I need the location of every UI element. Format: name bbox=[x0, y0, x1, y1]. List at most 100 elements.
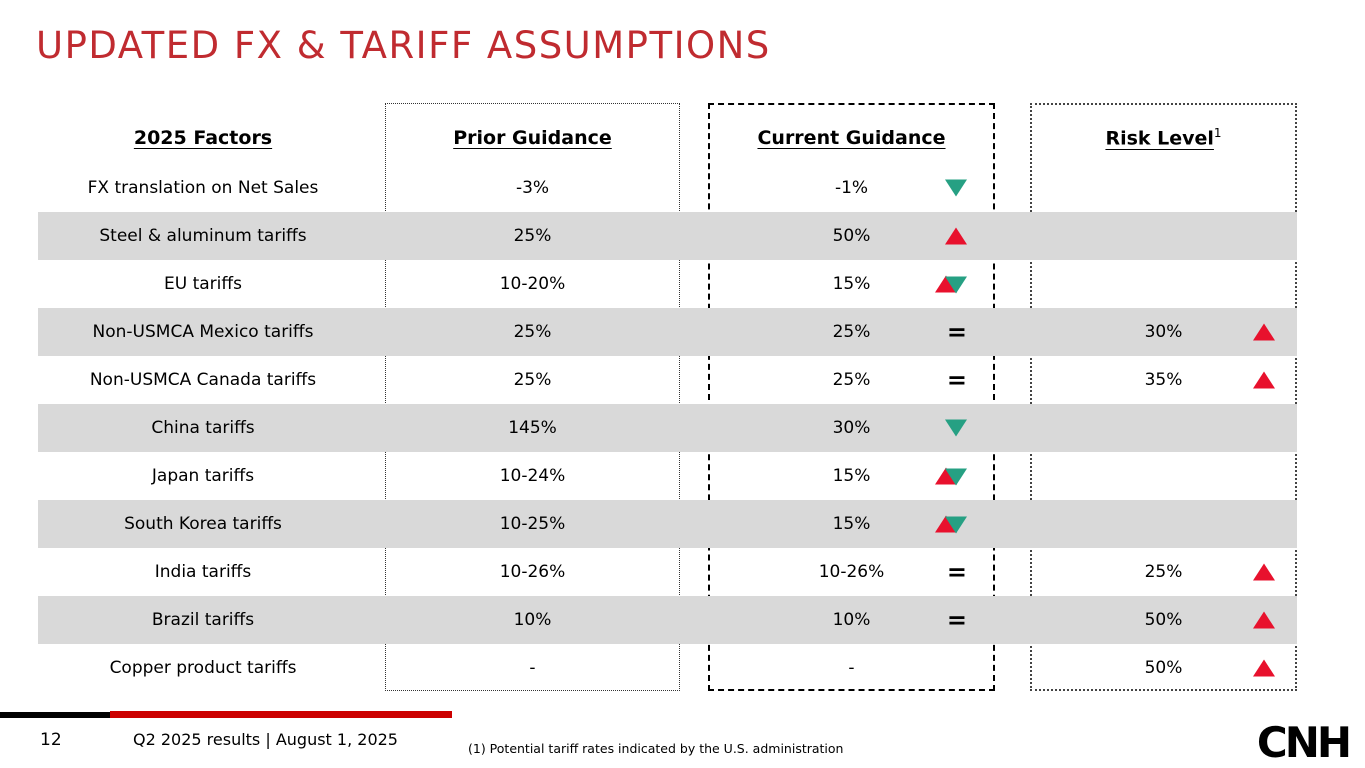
change-indicator: = bbox=[947, 560, 967, 584]
current-value: -1% bbox=[834, 178, 869, 198]
current-cell: 25% = bbox=[708, 356, 995, 404]
table-row: Non-USMCA Mexico tariffs 25% 25% = 30% bbox=[38, 308, 1297, 356]
risk-cell: 50% bbox=[1030, 596, 1297, 644]
factor-cell: India tariffs bbox=[154, 562, 252, 582]
change-indicator bbox=[935, 515, 967, 534]
current-value: 15% bbox=[832, 466, 871, 486]
page-title: UPDATED FX & TARIFF ASSUMPTIONS bbox=[36, 24, 771, 67]
table-row: Brazil tariffs 10% 10% = 50% bbox=[38, 596, 1297, 644]
factor-cell: Non-USMCA Mexico tariffs bbox=[92, 322, 314, 342]
up-arrow-icon bbox=[1253, 323, 1275, 341]
risk-indicator bbox=[1253, 371, 1275, 389]
factor-cell: FX translation on Net Sales bbox=[87, 178, 319, 198]
up-arrow-icon bbox=[945, 227, 967, 245]
risk-value: 30% bbox=[1144, 322, 1183, 342]
current-value: 15% bbox=[832, 274, 871, 294]
equal-sign: = bbox=[946, 558, 967, 586]
prior-cell: 10% bbox=[513, 610, 552, 630]
table-row: Copper product tariffs - - 50% bbox=[38, 644, 1297, 692]
factor-cell: Steel & aluminum tariffs bbox=[99, 226, 307, 246]
prior-cell: 25% bbox=[513, 226, 552, 246]
current-value: 25% bbox=[832, 322, 871, 342]
risk-cell bbox=[1030, 404, 1297, 452]
current-value: 30% bbox=[832, 418, 871, 438]
up-arrow-icon bbox=[1253, 563, 1275, 581]
risk-value: 35% bbox=[1144, 370, 1183, 390]
factor-cell: Brazil tariffs bbox=[151, 610, 255, 630]
risk-indicator bbox=[1253, 563, 1275, 581]
prior-cell: 10-20% bbox=[499, 274, 566, 294]
risk-cell: 30% bbox=[1030, 308, 1297, 356]
header-prior-guidance: Prior Guidance bbox=[385, 127, 680, 149]
risk-cell: 50% bbox=[1030, 644, 1297, 692]
current-cell: 15% bbox=[708, 452, 995, 500]
header-risk-label: Risk Level bbox=[1105, 127, 1214, 150]
risk-cell bbox=[1030, 212, 1297, 260]
header-current-guidance: Current Guidance bbox=[708, 127, 995, 149]
current-cell: 25% = bbox=[708, 308, 995, 356]
change-indicator: = bbox=[947, 608, 967, 632]
risk-cell bbox=[1030, 260, 1297, 308]
risk-cell bbox=[1030, 500, 1297, 548]
risk-indicator bbox=[1253, 323, 1275, 341]
risk-value: 25% bbox=[1144, 562, 1183, 582]
current-cell: 15% bbox=[708, 500, 995, 548]
risk-indicator bbox=[1253, 611, 1275, 629]
table-row: Japan tariffs 10-24% 15% bbox=[38, 452, 1297, 500]
current-cell: 15% bbox=[708, 260, 995, 308]
risk-cell bbox=[1030, 164, 1297, 212]
risk-cell bbox=[1030, 452, 1297, 500]
table-rows: FX translation on Net Sales -3% -1% Stee… bbox=[38, 164, 1297, 692]
table-row: EU tariffs 10-20% 15% bbox=[38, 260, 1297, 308]
factor-cell: EU tariffs bbox=[164, 274, 242, 294]
current-cell: 50% bbox=[708, 212, 995, 260]
down-arrow-icon bbox=[945, 468, 967, 486]
header-current-label: Current Guidance bbox=[757, 127, 946, 149]
risk-value: 50% bbox=[1144, 658, 1183, 678]
up-arrow-icon bbox=[1253, 611, 1275, 629]
down-arrow-icon bbox=[945, 179, 967, 197]
risk-indicator bbox=[1253, 659, 1275, 677]
current-cell: -1% bbox=[708, 164, 995, 212]
header-prior-label: Prior Guidance bbox=[453, 127, 612, 149]
current-cell: 10-26% = bbox=[708, 548, 995, 596]
page-number: 12 bbox=[40, 730, 62, 750]
change-indicator bbox=[945, 227, 967, 245]
change-indicator: = bbox=[947, 368, 967, 392]
header-factors: 2025 Factors bbox=[38, 127, 368, 149]
prior-cell: 10-25% bbox=[499, 514, 566, 534]
footnote: (1) Potential tariff rates indicated by … bbox=[468, 741, 844, 756]
current-value: - bbox=[848, 658, 855, 678]
current-value: 10-26% bbox=[818, 562, 885, 582]
current-cell: - bbox=[708, 644, 995, 692]
table-row: China tariffs 145% 30% bbox=[38, 404, 1297, 452]
equal-sign: = bbox=[946, 318, 967, 346]
factor-cell: China tariffs bbox=[151, 418, 255, 438]
prior-cell: 25% bbox=[513, 322, 552, 342]
factor-cell: Non-USMCA Canada tariffs bbox=[89, 370, 317, 390]
down-arrow-icon bbox=[945, 276, 967, 294]
cnh-logo: CNH bbox=[1256, 718, 1352, 767]
table-row: Non-USMCA Canada tariffs 25% 25% = 35% bbox=[38, 356, 1297, 404]
down-arrow-icon bbox=[945, 419, 967, 437]
header-risk-level: Risk Level1 bbox=[1030, 126, 1297, 149]
factor-cell: Japan tariffs bbox=[151, 466, 255, 486]
current-value: 10% bbox=[832, 610, 871, 630]
factor-cell: South Korea tariffs bbox=[124, 514, 282, 534]
change-indicator bbox=[945, 179, 967, 197]
footer-black-bar bbox=[0, 712, 110, 718]
prior-cell: - bbox=[529, 658, 536, 678]
change-indicator bbox=[935, 467, 967, 486]
header-risk-superscript: 1 bbox=[1213, 126, 1222, 141]
table-header-row: 2025 Factors Prior Guidance Current Guid… bbox=[38, 120, 1297, 156]
current-cell: 10% = bbox=[708, 596, 995, 644]
table-row: Steel & aluminum tariffs 25% 50% bbox=[38, 212, 1297, 260]
factor-cell: Copper product tariffs bbox=[109, 658, 297, 678]
up-arrow-icon bbox=[1253, 659, 1275, 677]
current-cell: 30% bbox=[708, 404, 995, 452]
prior-cell: 10-24% bbox=[499, 466, 566, 486]
equal-sign: = bbox=[946, 366, 967, 394]
down-arrow-icon bbox=[945, 516, 967, 534]
risk-cell: 35% bbox=[1030, 356, 1297, 404]
